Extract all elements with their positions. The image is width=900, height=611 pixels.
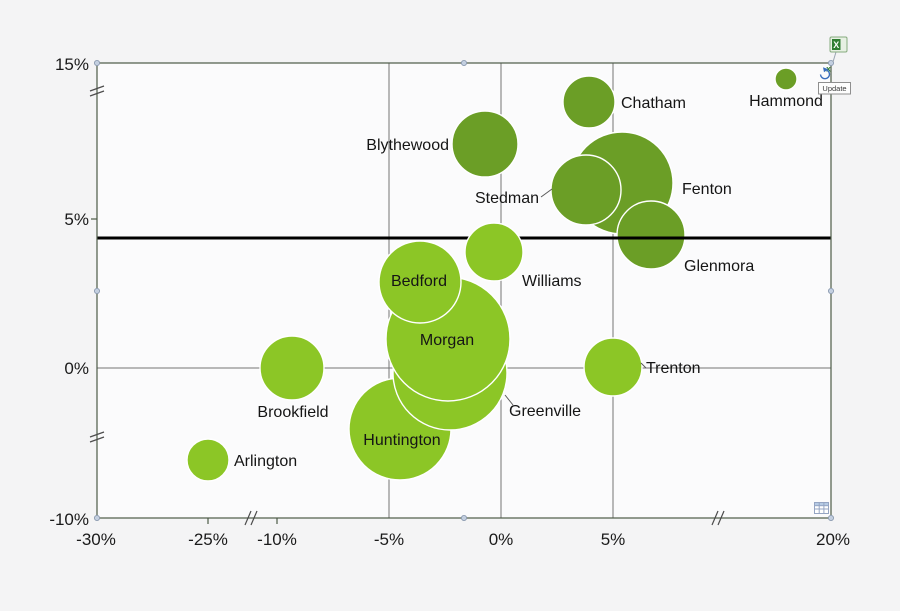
x-tick-label-5: 5% — [601, 530, 626, 549]
label-stedman: Stedman — [475, 190, 539, 207]
bubble-hammond[interactable] — [774, 67, 798, 91]
excel-file-icon[interactable]: X — [829, 36, 848, 63]
label-fenton: Fenton — [682, 181, 732, 198]
selection-handle[interactable] — [828, 60, 835, 67]
label-trenton: Trenton — [646, 360, 701, 377]
y-tick-label-3: -10% — [49, 510, 89, 529]
selection-handle[interactable] — [460, 515, 467, 522]
y-axis-break — [89, 436, 105, 443]
x-axis-break — [244, 510, 252, 526]
label-bedford: Bedford — [391, 273, 447, 290]
leader-line — [540, 188, 553, 198]
y-axis-break — [89, 85, 105, 92]
refresh-icon-arrow — [819, 69, 831, 80]
update-button[interactable]: Update — [818, 82, 851, 95]
selection-handle[interactable] — [94, 515, 101, 522]
x-axis-break — [711, 510, 719, 526]
label-chatham: Chatham — [621, 95, 686, 112]
leader-line — [640, 362, 647, 369]
x-tick-label-3: -5% — [374, 530, 404, 549]
label-brookfield: Brookfield — [257, 404, 328, 421]
bubble-series-light[interactable] — [186, 222, 643, 482]
y-axis-break — [89, 90, 105, 97]
refresh-icon-logo: x — [826, 64, 831, 74]
excel-icon-band — [832, 39, 841, 50]
x-tick-label-2: -10% — [257, 530, 297, 549]
y-tick-label-2: 0% — [64, 359, 89, 378]
label-greenville: Greenville — [509, 403, 581, 420]
bubble-trenton[interactable] — [583, 337, 643, 397]
x-tick-label-1: -25% — [188, 530, 228, 549]
bubble-glenmora[interactable] — [616, 200, 686, 270]
bubble-brookfield[interactable] — [259, 335, 325, 401]
selection-handle[interactable] — [94, 287, 101, 294]
label-morgan: Morgan — [420, 332, 474, 349]
label-hammond: Hammond — [749, 93, 823, 110]
overlay-icons: X x Update — [814, 36, 851, 514]
selection-handle[interactable] — [94, 60, 101, 67]
datasheet-icon[interactable] — [814, 502, 829, 514]
leader-line — [504, 394, 514, 406]
refresh-icon-arrowhead — [823, 67, 829, 73]
refresh-data-icon[interactable]: x — [819, 64, 832, 80]
bubble-chatham[interactable] — [562, 75, 616, 129]
bubble-bedford[interactable] — [378, 240, 462, 324]
x-tick-label-0: -30% — [76, 530, 116, 549]
x-axis-break — [717, 510, 725, 526]
label-williams: Williams — [522, 273, 582, 290]
y-tick-label-1: 5% — [64, 210, 89, 229]
bubble-blythewood[interactable] — [451, 110, 519, 178]
label-arlington: Arlington — [234, 453, 297, 470]
bubble-stedman[interactable] — [550, 154, 622, 226]
label-huntington: Huntington — [363, 432, 440, 449]
excel-icon-pin — [832, 51, 837, 63]
selection-handle[interactable] — [828, 287, 835, 294]
label-glenmora: Glenmora — [684, 258, 754, 275]
excel-icon-x: X — [833, 40, 839, 50]
update-button-box — [818, 82, 851, 95]
chart-labels: Blythewood Chatham Hammond Fenton Stedman Gle… — [49, 55, 850, 549]
update-button-label: Update — [822, 84, 846, 93]
selection-handle[interactable] — [460, 60, 467, 67]
y-tick-label-0: 15% — [55, 55, 89, 74]
x-tick-label-6: 20% — [816, 530, 850, 549]
label-blythewood: Blythewood — [366, 137, 449, 154]
leader-lines — [504, 188, 647, 406]
x-tick-label-4: 0% — [489, 530, 514, 549]
selection-handle[interactable] — [828, 515, 835, 522]
x-axis-break — [250, 510, 258, 526]
selection-handles[interactable] — [94, 60, 835, 522]
bubble-williams[interactable] — [464, 222, 524, 282]
bubble-arlington[interactable] — [186, 438, 230, 482]
datasheet-icon-header — [814, 502, 829, 507]
y-axis-break — [89, 431, 105, 438]
bubble-series-dark[interactable] — [451, 67, 798, 270]
